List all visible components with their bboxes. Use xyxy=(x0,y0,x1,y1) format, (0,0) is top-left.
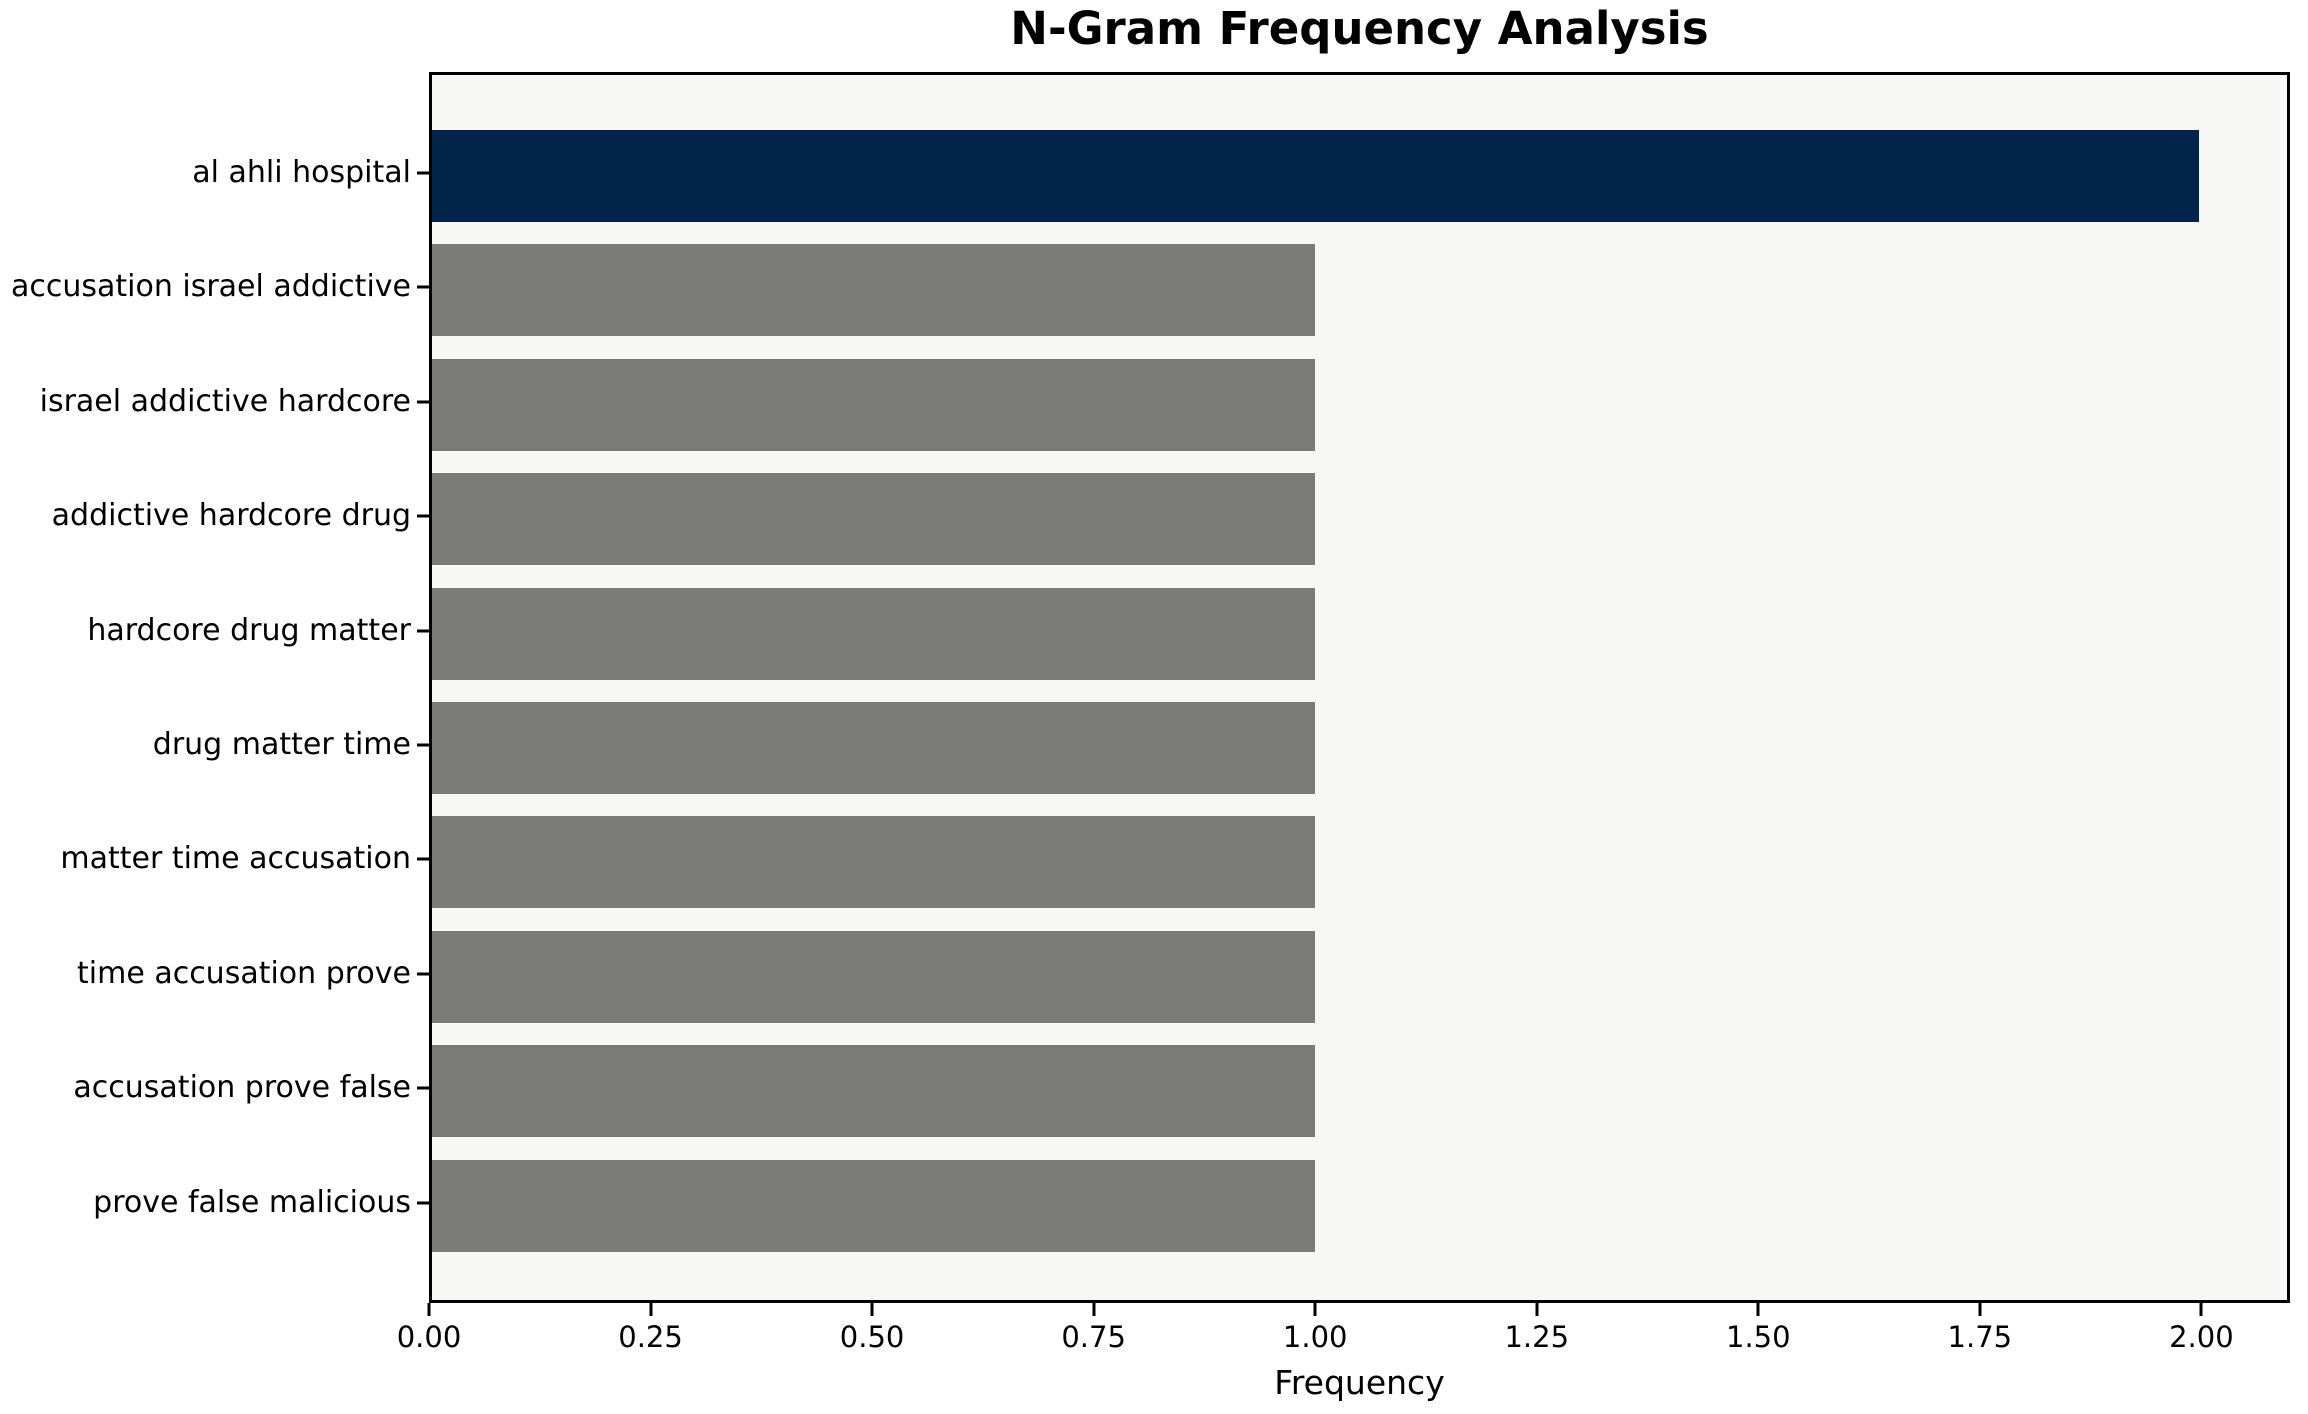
bar-addictive-hardcore-drug xyxy=(432,473,1316,566)
y-tick-mark xyxy=(417,171,429,175)
x-tick-label: 0.25 xyxy=(618,1320,683,1354)
x-tick-mark xyxy=(2199,1303,2203,1316)
y-tick-mark xyxy=(417,514,429,518)
bars-container xyxy=(432,75,2287,1300)
x-tick-mark xyxy=(1313,1303,1317,1316)
bar-drug-matter-time xyxy=(432,702,1316,794)
y-tick-mark xyxy=(417,285,429,289)
y-tick-mark xyxy=(417,400,429,404)
x-tick-mark xyxy=(1978,1303,1982,1316)
chart-title: N-Gram Frequency Analysis xyxy=(1010,2,1709,55)
x-axis-label: Frequency xyxy=(1274,1363,1445,1402)
x-tick-mark xyxy=(1535,1303,1539,1316)
x-tick-label: 1.50 xyxy=(1725,1320,1791,1354)
x-tick-mark xyxy=(1756,1303,1760,1316)
bar-accusation-israel-addictive xyxy=(432,244,1316,337)
y-tick-label: hardcore drug matter xyxy=(87,612,411,648)
x-tick-label: 0.75 xyxy=(1061,1320,1126,1354)
y-tick-mark xyxy=(417,1201,429,1205)
y-tick-label: israel addictive hardcore xyxy=(39,383,411,419)
y-tick-label: matter time accusation xyxy=(60,841,411,877)
y-tick-label: prove false malicious xyxy=(93,1184,411,1220)
bar-time-accusation-prove xyxy=(432,930,1316,1023)
bar-prove-false-malicious xyxy=(432,1159,1316,1252)
bar-al-ahli-hospital xyxy=(432,130,2199,222)
x-tick-mark xyxy=(649,1303,653,1316)
x-tick-label: 0.50 xyxy=(839,1320,905,1354)
x-tick-mark xyxy=(1092,1303,1096,1316)
y-tick-label: time accusation prove xyxy=(77,955,411,991)
x-tick-label: 0.00 xyxy=(396,1320,462,1354)
x-tick-label: 1.75 xyxy=(1947,1320,2013,1354)
bar-hardcore-drug-matter xyxy=(432,587,1316,680)
y-tick-label: accusation israel addictive xyxy=(10,269,411,305)
bar-israel-addictive-hardcore xyxy=(432,358,1316,451)
x-tick-label: 1.00 xyxy=(1282,1320,1348,1354)
x-tick-label: 1.25 xyxy=(1504,1320,1570,1354)
x-tick-mark xyxy=(427,1303,431,1316)
y-tick-label: addictive hardcore drug xyxy=(51,497,411,533)
y-tick-label: accusation prove false xyxy=(73,1069,411,1105)
y-tick-mark xyxy=(417,1086,429,1090)
x-tick-mark xyxy=(870,1303,874,1316)
y-tick-mark xyxy=(417,857,429,861)
bar-accusation-prove-false xyxy=(432,1045,1316,1138)
y-tick-mark xyxy=(417,972,429,976)
y-tick-mark xyxy=(417,743,429,747)
bar-matter-time-accusation xyxy=(432,816,1316,909)
y-tick-mark xyxy=(417,629,429,633)
plot-area xyxy=(429,72,2290,1303)
y-tick-label: drug matter time xyxy=(152,726,411,762)
x-tick-label: 2.00 xyxy=(2169,1320,2234,1354)
y-tick-label: al ahli hospital xyxy=(192,154,411,190)
